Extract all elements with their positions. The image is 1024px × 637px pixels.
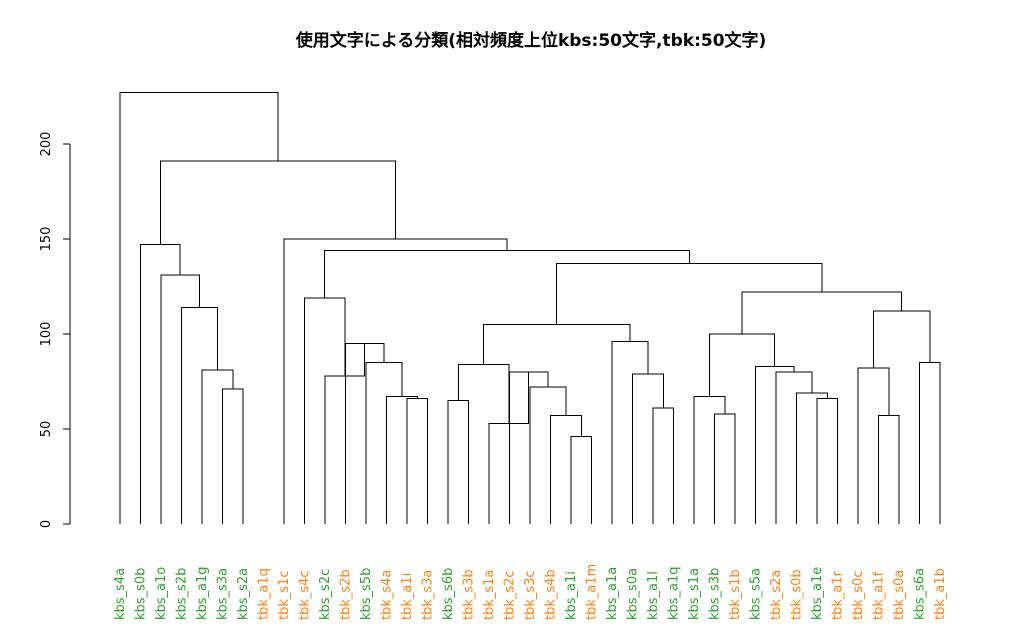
leaf-label: kbs_a1o <box>154 567 169 620</box>
leaf-label: kbs_s2a <box>236 568 251 620</box>
dendrogram-link <box>529 386 567 524</box>
chart-title: 使用文字による分類(相対頻度上位kbs:50文字,tbk:50文字) <box>295 30 767 51</box>
dendrogram-link <box>119 92 279 524</box>
dendrogram-link <box>556 263 823 325</box>
dendrogram-link <box>457 363 510 424</box>
leaf-label: kbs_s1a <box>687 568 702 620</box>
leaf-label: tbk_s0b <box>790 569 805 620</box>
dendrogram-link <box>283 238 508 524</box>
leaf-label: tbk_s0a <box>892 570 907 620</box>
dendrogram-link <box>816 398 838 524</box>
dendrogram-link <box>386 396 418 524</box>
dendrogram-link <box>160 274 200 524</box>
y-tick-label: 200 <box>39 132 54 157</box>
dendrogram-link <box>652 407 674 524</box>
leaf-label: kbs_a1l <box>646 571 661 620</box>
dendrogram-link <box>201 369 234 524</box>
dendrogram-link <box>632 373 664 524</box>
leaf-label: tbk_a1m <box>585 564 600 620</box>
dendrogram-link <box>708 333 776 397</box>
dendrogram-link <box>796 392 828 524</box>
leaf-label: tbk_s2a <box>769 570 784 620</box>
leaf-label: tbk_s3c <box>523 570 538 620</box>
leaf-label: tbk_a1f <box>872 571 887 620</box>
dendrogram-link <box>741 291 903 334</box>
leaf-label: kbs_s2c <box>318 569 333 620</box>
leaf-label: tbk_s1c <box>277 570 292 620</box>
leaf-label: tbk_a1i <box>400 573 415 620</box>
leaf-label: kbs_a1i <box>564 571 579 620</box>
dendrogram-link <box>222 388 244 524</box>
leaf-label: kbs_s5a <box>749 568 764 620</box>
leaf-label: kbs_a1a <box>605 567 620 620</box>
leaf-label: tbk_s4c <box>298 570 313 620</box>
leaf-label: tbk_s0c <box>851 570 866 620</box>
dendrogram-link <box>140 244 181 524</box>
leaf-label: kbs_s3a <box>216 568 231 620</box>
dendrogram-link <box>483 324 631 365</box>
leaf-label: kbs_a1e <box>810 567 825 620</box>
y-axis: 0 50 100 150 200 <box>39 132 71 528</box>
leaf-label: kbs_s0b <box>134 568 149 620</box>
leaf-label: kbs_a1q <box>667 566 682 620</box>
dendrogram-link <box>181 306 218 524</box>
dendrogram-link <box>447 400 469 524</box>
y-tick-label: 150 <box>39 227 54 252</box>
leaf-label: kbs_s0a <box>626 568 641 620</box>
leaf-labels: kbs_s4a kbs_s0b kbs_a1o kbs_s2b kbs_a1g kbs_s… <box>113 564 948 620</box>
dendrogram-link <box>365 362 403 524</box>
dendrogram-link <box>775 371 813 524</box>
leaf-label: tbk_s2b <box>339 569 354 620</box>
dendrogram-link <box>878 415 900 524</box>
leaf-label: tbk_s4a <box>380 570 395 620</box>
leaf-label: kbs_s4a <box>113 568 128 620</box>
leaf-label: kbs_s6a <box>913 568 928 620</box>
leaf-label: kbs_s2b <box>175 568 190 620</box>
dendrogram-link <box>570 436 592 524</box>
y-tick-label: 100 <box>39 322 54 347</box>
dendrogram-link <box>872 310 931 369</box>
leaf-label: kbs_a1g <box>195 566 210 620</box>
dendrogram-link <box>611 341 649 524</box>
y-tick-label: 50 <box>39 421 54 438</box>
dendrogram-link <box>714 413 736 524</box>
dendrogram-link <box>406 398 428 524</box>
leaf-label: tbk_a1b <box>933 568 948 620</box>
leaf-label: tbk_s1a <box>482 570 497 620</box>
leaf-label: tbk_s2c <box>503 570 518 620</box>
dendrogram-link <box>857 367 890 524</box>
leaf-label: tbk_s1b <box>728 569 743 620</box>
dendrogram-link <box>919 362 941 524</box>
leaf-label: tbk_s4b <box>544 569 559 620</box>
dendrogram-link <box>693 396 726 524</box>
leaf-label: tbk_s3b <box>462 569 477 620</box>
leaf-label: kbs_s3b <box>708 568 723 620</box>
dendrogram-link <box>550 415 582 524</box>
leaf-label: tbk_a1r <box>831 570 846 620</box>
leaf-label: kbs_s6b <box>441 568 456 620</box>
leaf-label: kbs_s5b <box>359 568 374 620</box>
leaf-label: tbk_a1q <box>257 568 272 620</box>
dendrogram-link <box>324 249 690 298</box>
leaf-label: tbk_s3a <box>421 570 436 620</box>
dendrogram-link <box>755 365 795 524</box>
y-tick-label: 0 <box>39 520 54 528</box>
dendrogram-branches <box>119 92 941 524</box>
dendrogram-link <box>159 160 396 245</box>
